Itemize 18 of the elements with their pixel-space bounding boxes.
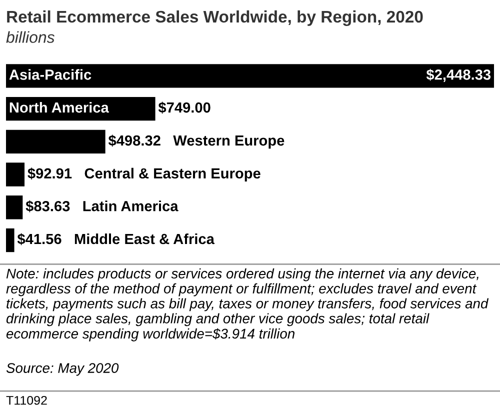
chart-title: Retail Ecommerce Sales Worldwide, by Region, 2020 — [7, 10, 423, 26]
bar — [6, 162, 25, 186]
text: $83.63 Latin America — [26, 200, 178, 212]
source-note: Source: May 2020 — [6, 363, 119, 376]
chart-subtitle: billions — [6, 31, 54, 43]
bar — [6, 130, 106, 154]
text: $41.56 Middle East & Africa — [17, 233, 215, 246]
y-tick-label: Asia-Pacific — [9, 69, 92, 80]
data-label: $2,448.33 — [426, 68, 491, 82]
text: T11092 — [6, 396, 47, 405]
y-tick-label: North America — [10, 102, 109, 113]
text: $498.32 Western Europe — [108, 134, 284, 149]
bar — [6, 228, 14, 252]
text: Note: includes products or services ordered using the internet via any device, regardless of the method of payment or fulfillment; excludes travel and event tickets, payments such as bill pay, taxes or money transfers, food services and drinking place sales, gambling and other vice goods sales; total retail ecommerce spending worldwide=$3.914 trillion — [6, 268, 489, 342]
text: $92.91 Central & Eastern Europe — [28, 168, 260, 182]
bar — [6, 196, 23, 220]
bar — [6, 64, 494, 88]
data-label: $749.00 — [158, 102, 210, 114]
